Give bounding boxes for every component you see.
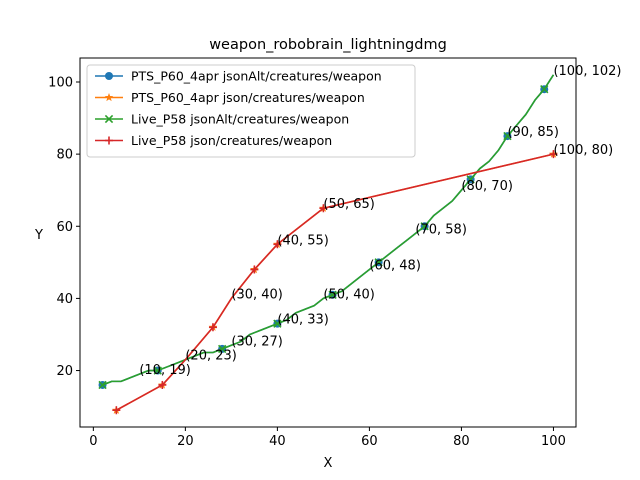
data-point [112, 406, 121, 415]
point-label: (30, 40) [231, 287, 283, 302]
point-label: (40, 55) [277, 233, 329, 248]
data-point [250, 265, 259, 274]
point-label: (20, 23) [185, 349, 237, 364]
legend-label: Live_P58 jsonAlt/creatures/weapon [131, 112, 349, 127]
data-point [420, 222, 429, 231]
point-label: (10, 19) [139, 363, 191, 378]
data-point [273, 319, 282, 328]
series-3 [98, 74, 555, 390]
x-axis-label: X [324, 456, 333, 471]
data-point [549, 150, 558, 159]
legend-marker [104, 114, 114, 124]
point-label: (30, 27) [231, 334, 283, 349]
data-point [374, 258, 383, 267]
legend-box [86, 64, 416, 158]
data-point [208, 323, 217, 332]
axes-frame [79, 57, 577, 428]
data-point [328, 290, 337, 299]
data-point [273, 240, 282, 249]
legend: PTS_P60_4apr jsonAlt/creatures/weapon PTS… [86, 64, 416, 158]
x-tick-label: 20 [177, 434, 194, 449]
x-tick-label: 60 [361, 434, 378, 449]
axis-ticks: 0 20 40 60 80 100 20 40 60 80 100 [48, 75, 566, 449]
series-line [115, 153, 554, 411]
series-4 [112, 150, 558, 415]
legend-entry: PTS_P60_4apr jsonAlt/creatures/weapon [95, 69, 382, 84]
point-label: (100, 102) [553, 64, 621, 79]
plot-area [98, 74, 558, 415]
point-label: (70, 58) [415, 222, 467, 237]
data-point [319, 204, 328, 213]
point-label: (80, 70) [461, 179, 512, 194]
y-tick-label: 100 [48, 75, 73, 90]
y-tick-label: 20 [56, 364, 73, 379]
y-tick-label: 80 [56, 148, 73, 163]
y-axis-label: Y [34, 228, 43, 243]
legend-marker [105, 72, 113, 80]
x-tick-label: 0 [89, 434, 97, 449]
point-label: (100, 80) [553, 143, 613, 158]
legend-entry: PTS_P60_4apr json/creatures/weapon [95, 90, 365, 105]
chart-title: weapon_robobrain_lightningdmg [209, 37, 447, 53]
point-label: (60, 48) [369, 259, 421, 274]
point-label: (90, 85) [507, 125, 559, 140]
data-point [503, 131, 512, 141]
data-point [158, 380, 167, 389]
data-point [540, 85, 549, 94]
point-label: (50, 65) [323, 197, 375, 212]
y-tick-label: 60 [56, 220, 73, 235]
legend-entry: Live_P58 json/creatures/weapon [95, 133, 332, 148]
data-point [218, 344, 227, 354]
series-line [102, 74, 555, 386]
data-point [98, 380, 107, 390]
data-point [153, 366, 162, 375]
legend-marker [104, 93, 114, 102]
x-tick-label: 80 [453, 434, 470, 449]
legend-label: Live_P58 json/creatures/weapon [131, 133, 332, 148]
legend-marker [105, 136, 113, 145]
point-annotations: (10, 19)(20, 23)(30, 27) (30, 40) (40, 33)… [139, 64, 621, 378]
legend-label: PTS_P60_4apr jsonAlt/creatures/weapon [131, 69, 382, 84]
x-tick-label: 40 [269, 434, 286, 449]
point-label: (50, 40) [323, 287, 375, 302]
data-point [466, 175, 475, 184]
x-tick-label: 100 [541, 434, 566, 449]
legend-entry: Live_P58 jsonAlt/creatures/weapon [95, 112, 349, 127]
legend-label: PTS_P60_4apr json/creatures/weapon [131, 90, 365, 105]
point-label: (40, 33) [277, 313, 329, 328]
y-tick-label: 40 [56, 292, 73, 307]
